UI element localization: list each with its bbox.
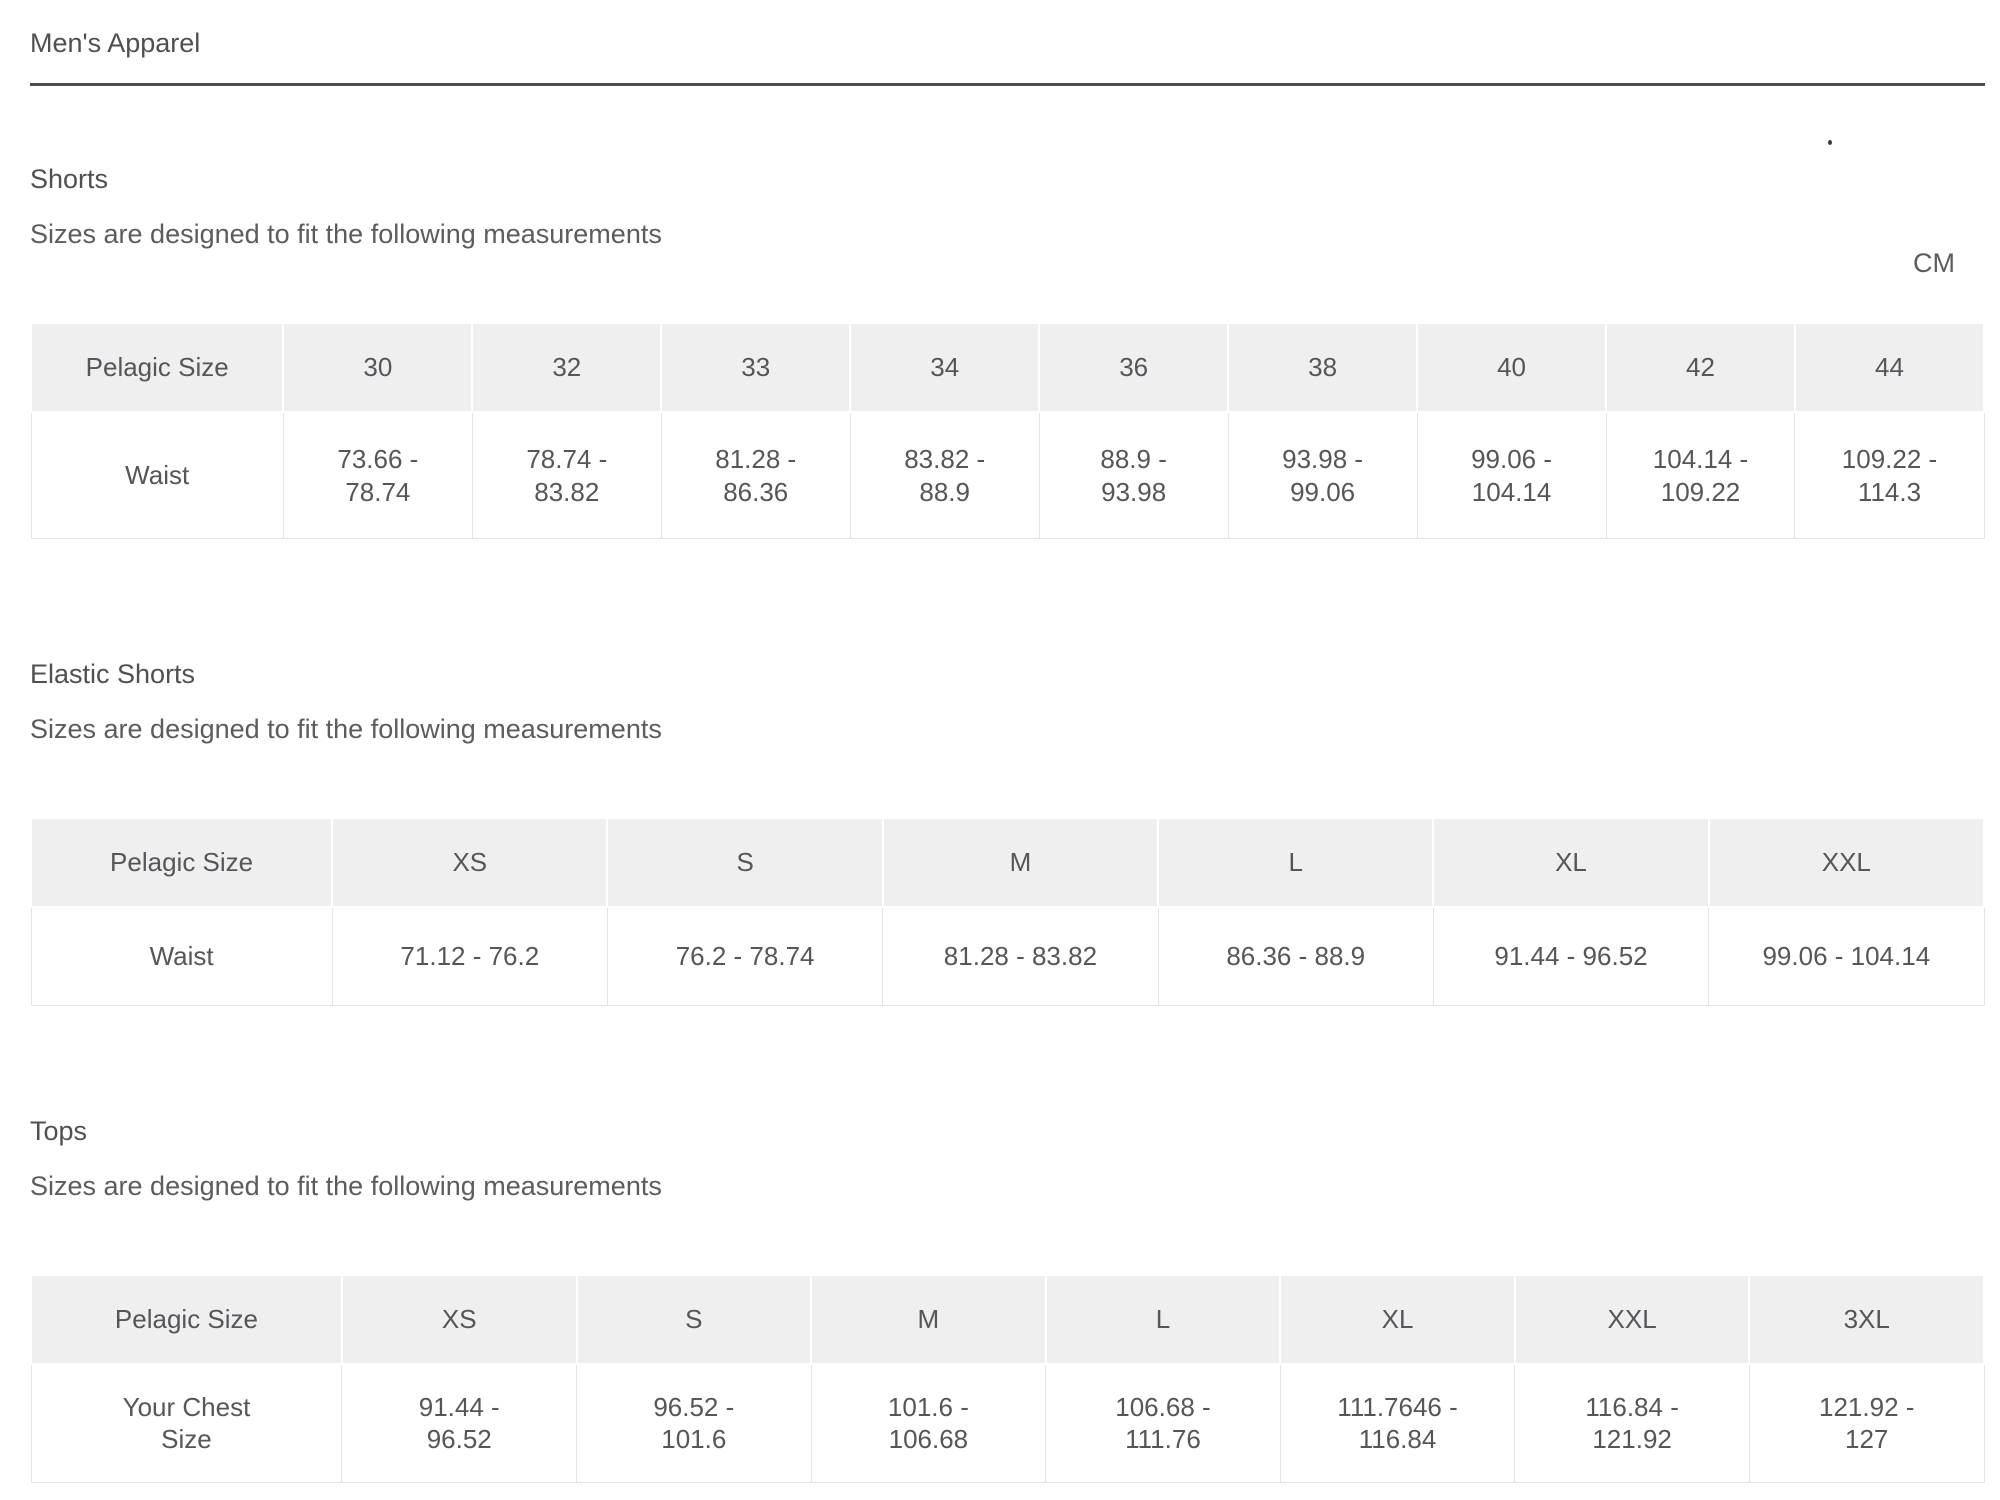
measurement-cell: 106.68 -111.76: [1045, 1363, 1281, 1483]
size-column-header: XS: [340, 1273, 578, 1365]
size-column-header: L: [1044, 1273, 1282, 1365]
size-column-header: 42: [1605, 322, 1796, 413]
size-column-header: 30: [282, 322, 474, 413]
measurement-cell: 111.7646 -116.84: [1279, 1363, 1516, 1483]
section-heading: Shorts: [30, 164, 109, 194]
size-column-header: 36: [1038, 322, 1230, 413]
row-label-text: Your Chest Size: [122, 1391, 251, 1455]
size-column-header: XXL: [1513, 1273, 1751, 1365]
measurement-cell: 86.36 - 88.9: [1157, 906, 1434, 1006]
corner-label: Pelagic Size: [29, 322, 285, 413]
size-column-header: 32: [471, 322, 663, 413]
size-column-header: 33: [660, 322, 852, 413]
stray-mark: [1828, 140, 1832, 145]
measurement-cell: 99.06 -104.14: [1416, 411, 1607, 539]
size-column-header: XL: [1279, 1273, 1516, 1365]
measurement-cell: 81.28 - 83.82: [882, 906, 1159, 1006]
size-column-header: 40: [1416, 322, 1608, 413]
fit-note: Sizes are designed to fit the following …: [30, 714, 662, 744]
title-divider: [30, 83, 1985, 86]
size-column-header: 44: [1793, 322, 1986, 413]
measurement-cell: 101.6 -106.68: [810, 1363, 1047, 1483]
page-title: Men's Apparel: [30, 28, 201, 58]
measurement-cell: 104.14 -109.22: [1605, 411, 1796, 539]
unit-label: CM: [1913, 248, 1955, 278]
size-column-header: S: [575, 1273, 813, 1365]
section-heading: Elastic Shorts: [30, 659, 196, 689]
size-column-header: S: [606, 817, 884, 908]
row-label: Waist: [30, 906, 333, 1006]
size-column-header: M: [810, 1273, 1047, 1365]
measurement-cell: 93.98 -99.06: [1227, 411, 1418, 539]
measurement-cell: 116.84 -121.92: [1514, 1363, 1750, 1483]
table-header-row: Pelagic Size XS S M L XL XXL 3XL: [30, 1273, 1985, 1365]
size-column-header: 38: [1227, 322, 1419, 413]
size-column-header: L: [1157, 817, 1435, 908]
tops-size-table: Pelagic Size XS S M L XL XXL 3XL Your Ch…: [30, 1273, 1985, 1483]
section-elastic-shorts: Elastic Shorts Sizes are designed to fit…: [29, 659, 1986, 1006]
measurement-cell: 109.22 -114.3: [1794, 411, 1985, 539]
row-label: Your Chest Size: [30, 1363, 343, 1483]
table-measurement-row: Waist 71.12 - 76.2 76.2 - 78.74 81.28 - …: [30, 906, 1985, 1006]
corner-label: Pelagic Size: [29, 817, 334, 908]
table-measurement-row: Waist 73.66 -78.74 78.74 -83.82 81.28 -8…: [30, 411, 1985, 539]
measurement-cell: 121.92 -127: [1748, 1363, 1985, 1483]
measurement-cell: 83.82 -88.9: [849, 411, 1040, 539]
measurement-cell: 73.66 -78.74: [282, 411, 473, 539]
shorts-size-table: Pelagic Size 30 32 33 34 36 38 40 42 44 …: [29, 322, 1986, 539]
measurement-cell: 81.28 -86.36: [660, 411, 851, 539]
size-column-header: XL: [1432, 817, 1710, 908]
row-label: Waist: [30, 411, 284, 539]
table-header-row: Pelagic Size XS S M L XL XXL: [29, 817, 1986, 908]
section-tops: Tops Sizes are designed to fit the follo…: [30, 1116, 1985, 1483]
measurement-cell: 91.44 -96.52: [341, 1363, 578, 1483]
measurement-cell: 71.12 - 76.2: [331, 906, 608, 1006]
measurement-cell: 96.52 -101.6: [576, 1363, 812, 1483]
fit-note: Sizes are designed to fit the following …: [30, 219, 662, 249]
table-measurement-row: Your Chest Size 91.44 -96.52 96.52 -101.…: [30, 1363, 1985, 1483]
section-shorts: Shorts Sizes are designed to fit the fol…: [29, 164, 1986, 539]
corner-label: Pelagic Size: [30, 1273, 343, 1365]
elastic-shorts-size-table: Pelagic Size XS S M L XL XXL Waist 71.12…: [29, 817, 1986, 1006]
measurement-cell: 91.44 - 96.52: [1432, 906, 1710, 1006]
fit-note: Sizes are designed to fit the following …: [30, 1170, 662, 1201]
section-heading: Tops: [30, 1115, 88, 1146]
size-column-header: XS: [331, 817, 609, 908]
measurement-cell: 88.9 -93.98: [1038, 411, 1229, 539]
measurement-cell: 78.74 -83.82: [471, 411, 662, 539]
size-column-header: M: [881, 817, 1160, 908]
table-header-row: Pelagic Size 30 32 33 34 36 38 40 42 44: [29, 322, 1986, 413]
size-column-header: 3XL: [1748, 1273, 1985, 1365]
measurement-cell: 76.2 - 78.74: [606, 906, 884, 1006]
size-column-header: XXL: [1707, 817, 1986, 908]
measurement-cell: 99.06 - 104.14: [1708, 906, 1985, 1006]
size-column-header: 34: [849, 322, 1041, 413]
